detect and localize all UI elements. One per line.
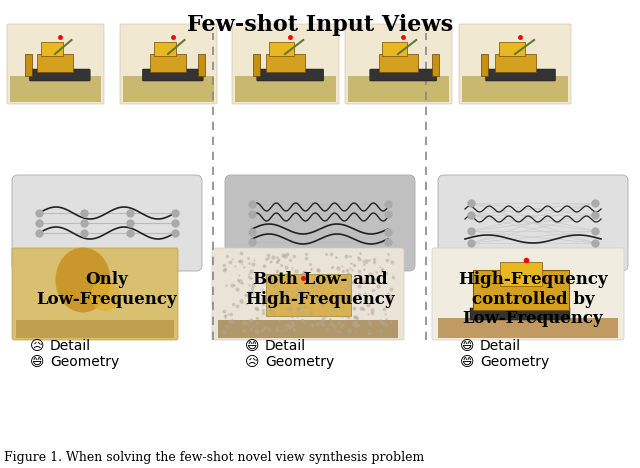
Text: 😄: 😄 <box>460 339 474 353</box>
FancyBboxPatch shape <box>485 69 556 81</box>
Bar <box>198 54 205 76</box>
FancyBboxPatch shape <box>370 69 436 81</box>
Text: 😄: 😄 <box>245 339 259 353</box>
FancyBboxPatch shape <box>225 175 415 271</box>
Bar <box>383 42 407 56</box>
Text: Detail: Detail <box>265 339 306 353</box>
FancyBboxPatch shape <box>232 24 339 104</box>
Bar <box>253 54 260 76</box>
Text: Only
Low-Frequency: Only Low-Frequency <box>36 271 177 307</box>
Text: 😥: 😥 <box>30 339 45 353</box>
Bar <box>16 320 174 338</box>
Text: Both Low- and
High-Frequency: Both Low- and High-Frequency <box>245 271 395 307</box>
FancyBboxPatch shape <box>12 175 202 271</box>
Ellipse shape <box>56 248 111 313</box>
FancyBboxPatch shape <box>459 24 571 104</box>
FancyBboxPatch shape <box>7 24 104 104</box>
Bar <box>481 54 488 76</box>
Bar <box>348 76 449 102</box>
Text: 😥: 😥 <box>245 355 259 369</box>
FancyBboxPatch shape <box>432 248 624 340</box>
Text: 😄: 😄 <box>30 355 45 369</box>
Bar <box>123 76 214 102</box>
Bar <box>150 54 186 72</box>
Bar <box>218 320 398 338</box>
Text: Geometry: Geometry <box>50 355 119 369</box>
Bar <box>37 54 73 72</box>
Bar <box>470 308 570 320</box>
Bar <box>41 42 63 56</box>
Bar <box>495 54 536 72</box>
FancyBboxPatch shape <box>257 69 324 81</box>
FancyBboxPatch shape <box>120 24 217 104</box>
Bar <box>235 76 336 102</box>
Text: Few-shot Input Views: Few-shot Input Views <box>187 14 453 36</box>
Bar <box>500 262 542 286</box>
FancyBboxPatch shape <box>142 69 204 81</box>
Bar <box>432 54 439 76</box>
FancyBboxPatch shape <box>12 248 178 340</box>
FancyBboxPatch shape <box>212 248 404 340</box>
Bar <box>473 270 569 310</box>
Bar <box>438 318 618 338</box>
FancyBboxPatch shape <box>345 24 452 104</box>
Text: High-Frequency
controlled by
Low-Frequency: High-Frequency controlled by Low-Frequen… <box>458 271 608 327</box>
Bar <box>269 42 294 56</box>
Bar <box>266 274 351 316</box>
Text: Detail: Detail <box>480 339 521 353</box>
Text: 😄: 😄 <box>460 355 474 369</box>
Bar <box>10 76 101 102</box>
Bar <box>26 54 32 76</box>
Text: Geometry: Geometry <box>265 355 334 369</box>
Text: Geometry: Geometry <box>480 355 549 369</box>
Bar <box>462 76 568 102</box>
FancyBboxPatch shape <box>29 69 90 81</box>
Bar <box>378 54 417 72</box>
Text: Figure 1. When solving the few-shot novel view synthesis problem: Figure 1. When solving the few-shot nove… <box>4 451 424 464</box>
Ellipse shape <box>90 281 120 311</box>
FancyBboxPatch shape <box>438 175 628 271</box>
Bar <box>266 54 305 72</box>
Text: Detail: Detail <box>50 339 91 353</box>
Bar <box>499 42 525 56</box>
Bar <box>154 42 176 56</box>
